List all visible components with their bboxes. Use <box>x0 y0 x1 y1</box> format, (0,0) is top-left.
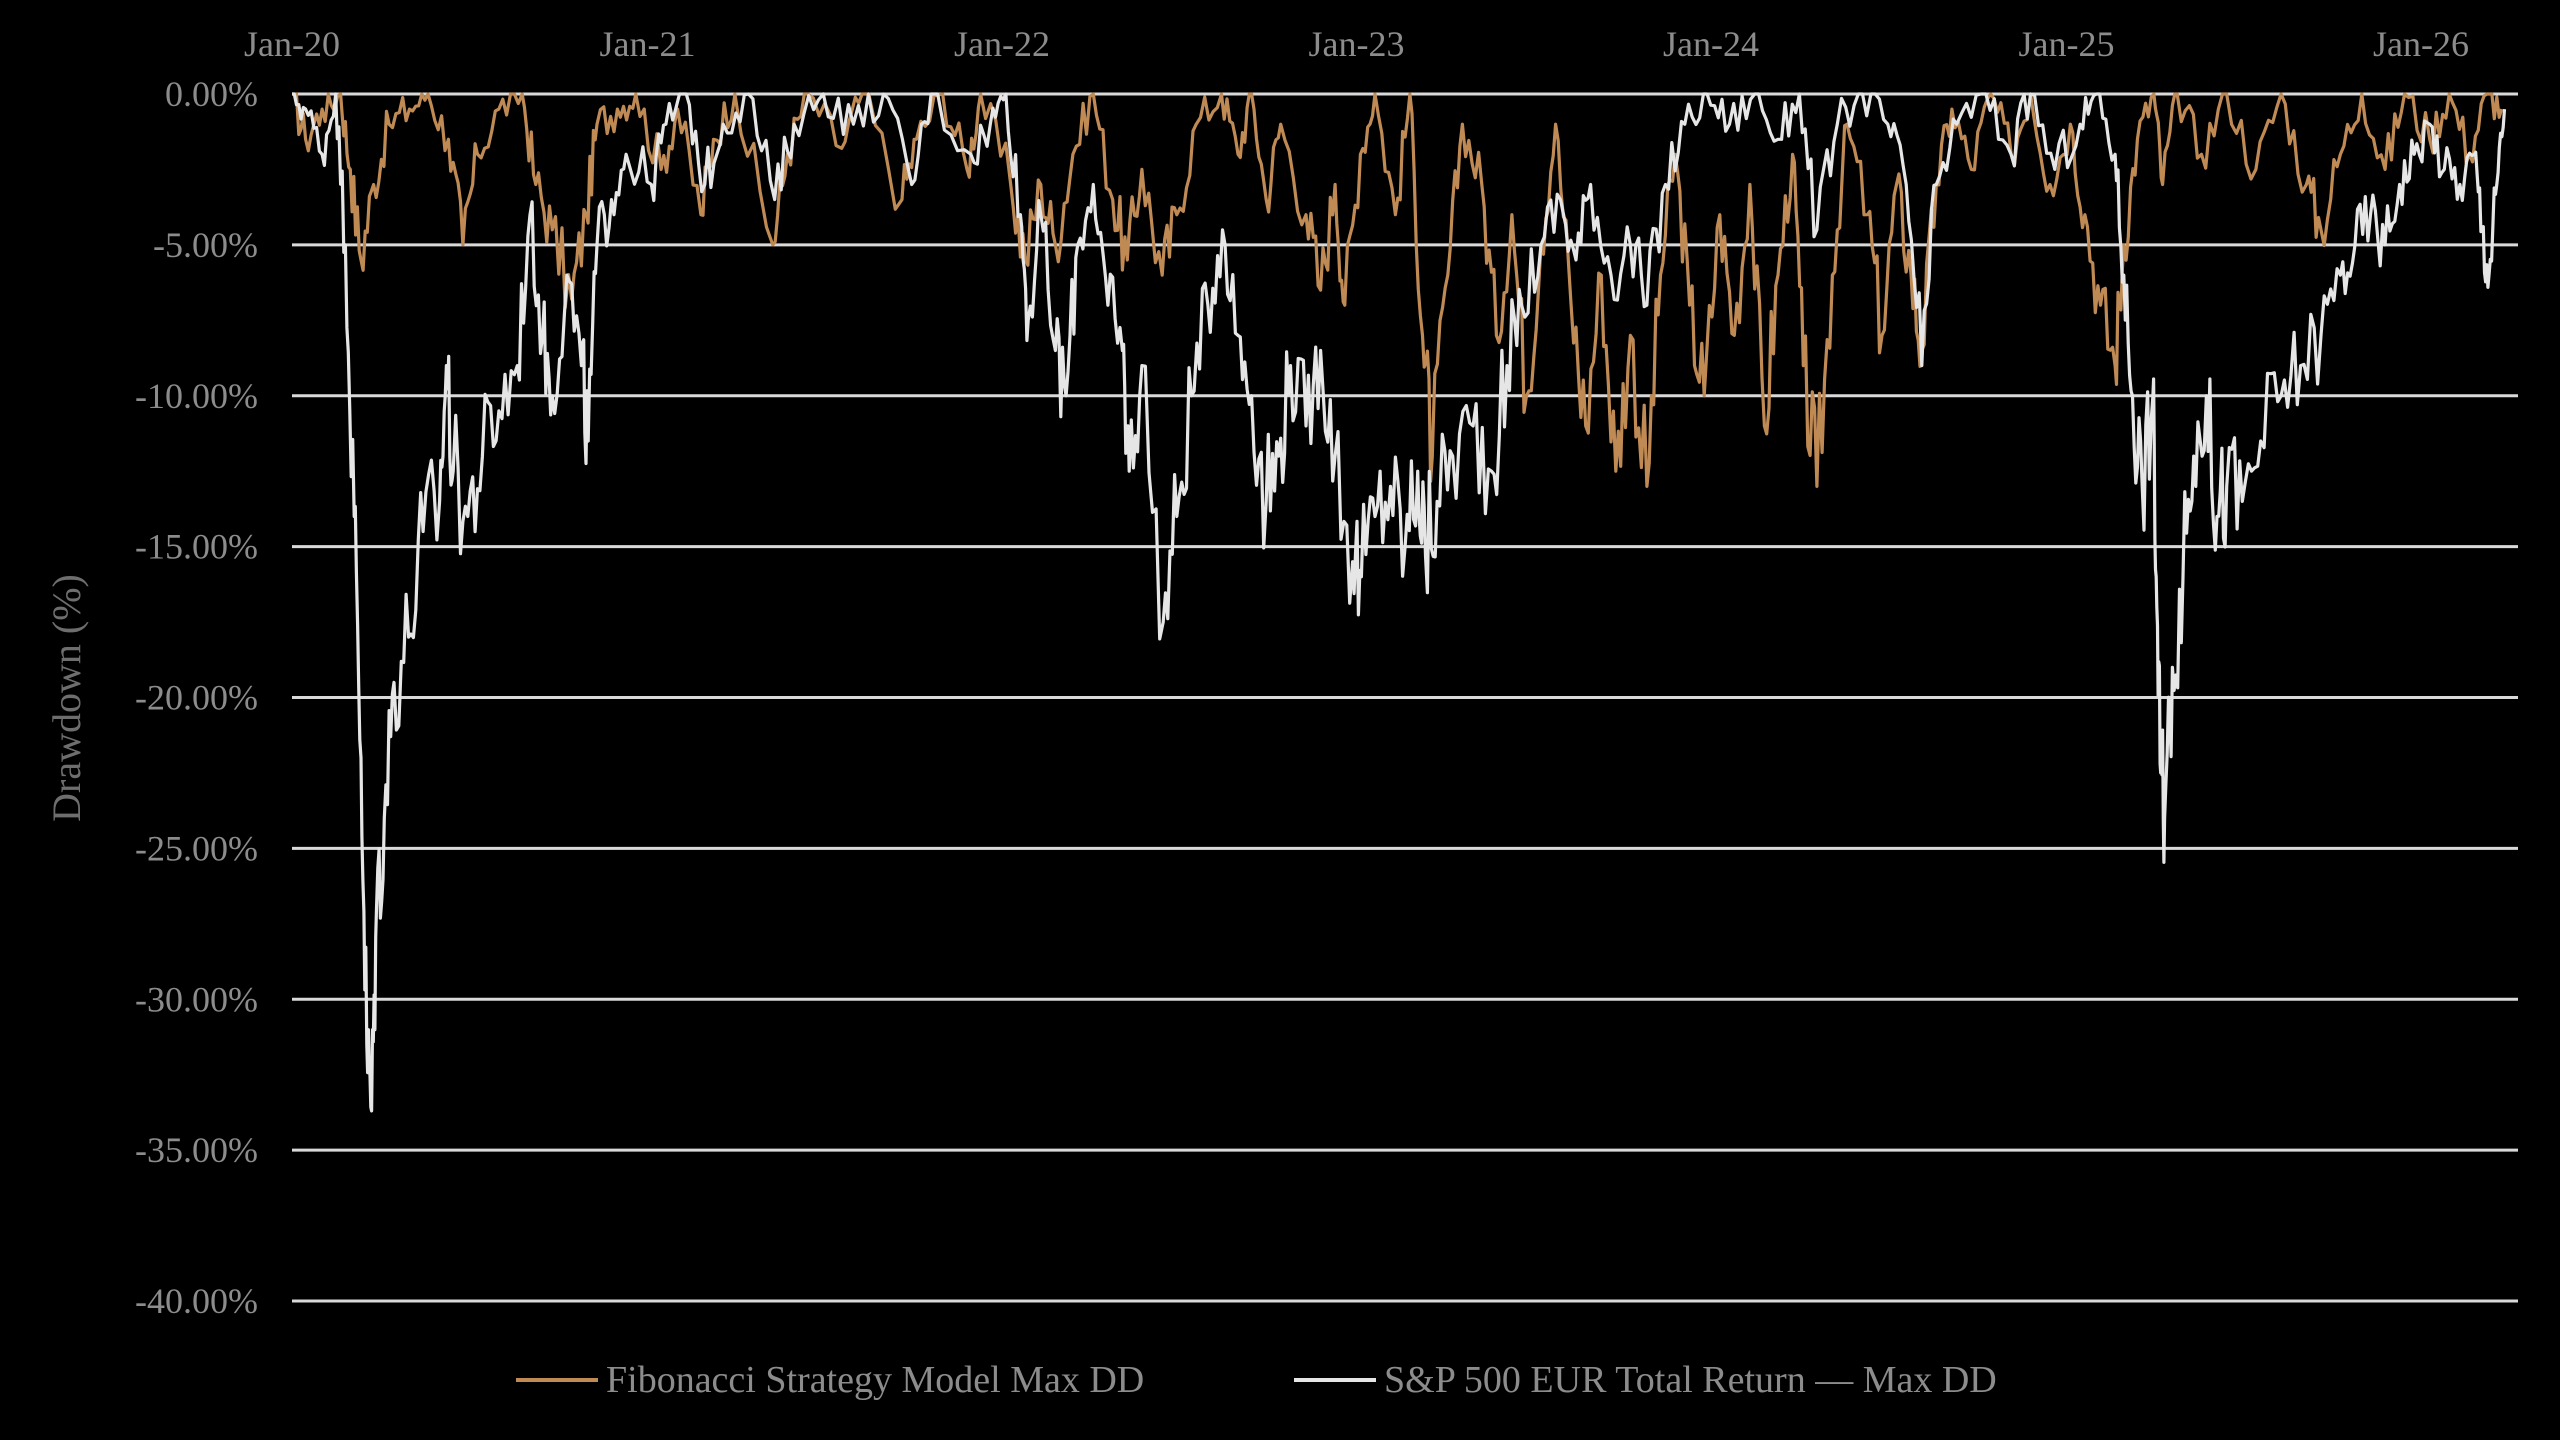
legend-label: S&P 500 EUR Total Return — Max DD <box>1384 1359 1997 1401</box>
x-tick-label: Jan-24 <box>1663 24 1759 64</box>
y-tick-label: -15.00% <box>135 527 258 567</box>
y-tick-labels: 0.00% -5.00% -10.00% -15.00% -20.00% -25.00% -… <box>135 74 258 1321</box>
grid-layer <box>292 92 2518 1303</box>
series-line-sp500 <box>292 92 2507 1113</box>
y-tick-label: -10.00% <box>135 376 258 416</box>
y-axis-title: Drawdown (%) <box>44 574 89 822</box>
series-line-fibonacci <box>292 92 2504 488</box>
legend: Fibonacci Strategy Model Max DD S&P 500 E… <box>516 1359 1997 1401</box>
x-tick-label: Jan-20 <box>244 24 340 64</box>
x-tick-label: Jan-26 <box>2373 24 2469 64</box>
x-tick-label: Jan-22 <box>954 24 1050 64</box>
x-tick-label: Jan-25 <box>2018 24 2114 64</box>
y-tick-label: -25.00% <box>135 828 258 868</box>
y-tick-label: -40.00% <box>135 1281 258 1321</box>
legend-label: Fibonacci Strategy Model Max DD <box>606 1359 1144 1401</box>
series-layer <box>292 92 2507 1113</box>
y-tick-label: -5.00% <box>153 225 258 265</box>
y-tick-label: 0.00% <box>165 74 258 114</box>
x-tick-label: Jan-21 <box>599 24 695 64</box>
x-tick-label: Jan-23 <box>1309 24 1405 64</box>
y-tick-label: -30.00% <box>135 979 258 1019</box>
y-tick-label: -20.00% <box>135 678 258 718</box>
y-tick-label: -35.00% <box>135 1130 258 1170</box>
x-tick-labels: Jan-20 Jan-21 Jan-22 Jan-23 Jan-24 Jan-25 Jan-… <box>244 24 2469 64</box>
